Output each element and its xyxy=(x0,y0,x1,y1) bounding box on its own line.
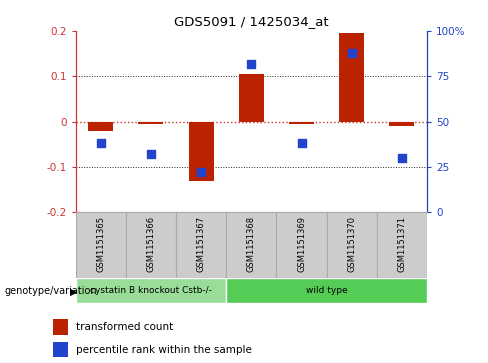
Text: cystatin B knockout Cstb-/-: cystatin B knockout Cstb-/- xyxy=(90,286,212,295)
Bar xyxy=(289,122,314,124)
Bar xyxy=(176,212,226,278)
Text: wild type: wild type xyxy=(306,286,347,295)
Point xyxy=(147,151,155,157)
Text: GSM1151369: GSM1151369 xyxy=(297,216,306,272)
Text: GSM1151367: GSM1151367 xyxy=(197,216,205,272)
Bar xyxy=(389,122,414,126)
Bar xyxy=(377,212,427,278)
Point xyxy=(97,140,104,146)
Text: ▶: ▶ xyxy=(70,286,77,297)
Bar xyxy=(339,33,364,122)
Text: GSM1151368: GSM1151368 xyxy=(247,216,256,272)
Bar xyxy=(226,278,427,303)
Point xyxy=(348,50,356,56)
Bar xyxy=(126,212,176,278)
Bar xyxy=(53,342,68,357)
Text: percentile rank within the sample: percentile rank within the sample xyxy=(76,345,252,355)
Bar xyxy=(53,319,68,335)
Text: GSM1151366: GSM1151366 xyxy=(146,216,156,272)
Text: genotype/variation: genotype/variation xyxy=(5,286,98,297)
Bar xyxy=(226,212,276,278)
Bar xyxy=(139,122,163,124)
Text: GSM1151370: GSM1151370 xyxy=(347,216,356,272)
Text: GSM1151365: GSM1151365 xyxy=(96,216,105,272)
Point xyxy=(247,61,255,66)
Text: GSM1151371: GSM1151371 xyxy=(397,216,407,272)
Bar xyxy=(188,122,214,180)
Point xyxy=(398,155,406,161)
Bar xyxy=(76,278,226,303)
Point xyxy=(298,140,305,146)
Bar xyxy=(239,74,264,122)
Bar xyxy=(276,212,326,278)
Text: transformed count: transformed count xyxy=(76,322,173,332)
Bar xyxy=(326,212,377,278)
Title: GDS5091 / 1425034_at: GDS5091 / 1425034_at xyxy=(174,15,328,28)
Point xyxy=(197,170,205,175)
Bar xyxy=(88,122,113,131)
Bar xyxy=(76,212,126,278)
